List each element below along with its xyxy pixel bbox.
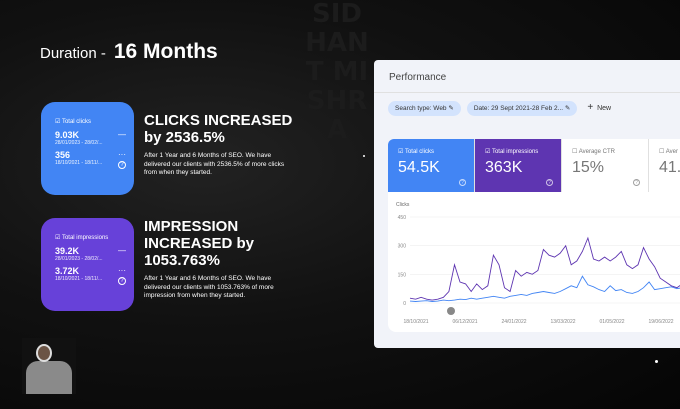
chart-svg: Clicks 0 150 300 450 18/10/2021 06/12/2021 24/0… — [396, 202, 680, 325]
metric-total-impressions[interactable]: ☑ Total impressions 363K? — [475, 139, 562, 192]
help-icon: ? — [118, 277, 126, 285]
metric-average-ctr[interactable]: ☐ Average CTR 15%? — [562, 139, 649, 192]
metric-cards: ☑ Total clicks 54.5K? ☑ Total impressions… — [388, 139, 680, 192]
help-icon: ? — [459, 179, 466, 186]
card-metric-label: Total clicks — [61, 119, 91, 125]
checkbox-icon: ☑ — [398, 149, 405, 155]
previous-range: 18/10/2021 - 18/11/... — [55, 160, 103, 166]
decor-dot — [363, 155, 365, 157]
watermark-text: SIDHANT MISHRA — [305, 0, 369, 145]
performance-panel: Performance Search type: Web ✎ Date: 29 … — [374, 60, 680, 348]
clicks-description: CLICKS INCREASED by 2536.5% After 1 Year… — [144, 112, 294, 178]
y-tick-label: 300 — [398, 244, 407, 250]
card-metric-label: Total impressions — [61, 235, 109, 241]
current-range: 28/01/2023 - 28/02/... — [55, 256, 103, 262]
impressions-card: ☑ Total impressions 39.2K — 28/01/2023 - … — [41, 218, 134, 311]
checkbox-icon: ☑ — [55, 235, 62, 241]
solid-line-icon: — — [118, 246, 126, 255]
x-tick-label: 06/12/2021 — [452, 319, 477, 325]
help-icon: ? — [633, 179, 640, 186]
edit-icon: ✎ — [448, 104, 454, 112]
x-tick-label: 19/06/2022 — [648, 319, 673, 325]
y-tick-label: 450 — [398, 215, 407, 221]
x-tick-label: 24/01/2022 — [501, 319, 526, 325]
performance-chart: Clicks 0 150 300 450 18/10/2021 06/12/2021 24/0… — [388, 192, 680, 332]
current-value: 39.2K — [55, 246, 80, 256]
checkbox-icon: ☑ — [55, 119, 62, 125]
panel-title: Performance — [389, 72, 447, 83]
plus-icon: + — [587, 102, 594, 113]
filter-chip-search-type[interactable]: Search type: Web ✎ — [388, 100, 461, 116]
checkbox-empty-icon: ☐ — [659, 149, 666, 155]
impressions-title: IMPRESSION INCREASED by 1053.763% — [144, 218, 255, 269]
filter-chip-date[interactable]: Date: 29 Sept 2021-28 Feb 2... ✎ — [466, 100, 578, 116]
help-icon: ? — [546, 179, 553, 186]
decor-dot — [655, 360, 658, 363]
new-filter-button[interactable]: + New — [587, 102, 612, 113]
y-axis-label: Clicks — [396, 202, 410, 208]
previous-value: 3.72K — [55, 266, 80, 276]
dashed-line-icon: ··· — [118, 266, 126, 275]
duration-label: Duration - — [40, 45, 106, 62]
impressions-description: IMPRESSION INCREASED by 1053.763% After … — [144, 218, 294, 301]
clicks-title: CLICKS INCREASED by 2536.5% — [144, 112, 293, 146]
metric-average-position[interactable]: ☐ Aver 41. — [649, 139, 680, 192]
metric-total-clicks[interactable]: ☑ Total clicks 54.5K? — [388, 139, 475, 192]
current-value: 9.03K — [55, 130, 80, 140]
checkbox-icon: ☑ — [485, 149, 492, 155]
series-line-clicks — [409, 275, 680, 302]
previous-range: 18/10/2021 - 18/11/... — [55, 276, 103, 282]
avatar — [22, 338, 76, 394]
y-tick-label: 150 — [398, 272, 407, 278]
duration-value: 16 Months — [113, 40, 218, 63]
clicks-body: After 1 Year and 6 Months of SEO. We hav… — [144, 152, 285, 176]
divider — [374, 92, 680, 93]
checkbox-empty-icon: ☐ — [572, 149, 579, 155]
dashed-line-icon: ··· — [118, 150, 126, 159]
annotation-marker — [447, 307, 455, 315]
previous-value: 356 — [55, 150, 71, 160]
series-line-impressions — [409, 236, 680, 301]
y-tick-label: 0 — [403, 301, 406, 307]
filter-bar: Search type: Web ✎ Date: 29 Sept 2021-28… — [388, 100, 611, 116]
duration-heading: Duration - 16 Months — [40, 40, 218, 64]
solid-line-icon: — — [118, 130, 126, 139]
edit-icon: ✎ — [564, 104, 571, 112]
clicks-card: ☑ Total clicks 9.03K — 28/01/2023 - 28/02… — [41, 102, 134, 195]
impressions-body: After 1 Year and 6 Months of SEO. We hav… — [144, 275, 274, 299]
current-range: 28/01/2023 - 28/02/... — [55, 140, 103, 146]
x-tick-label: 13/03/2022 — [550, 319, 575, 325]
x-tick-label: 01/05/2022 — [599, 319, 624, 325]
x-tick-label: 18/10/2021 — [403, 319, 428, 325]
help-icon: ? — [118, 161, 126, 169]
